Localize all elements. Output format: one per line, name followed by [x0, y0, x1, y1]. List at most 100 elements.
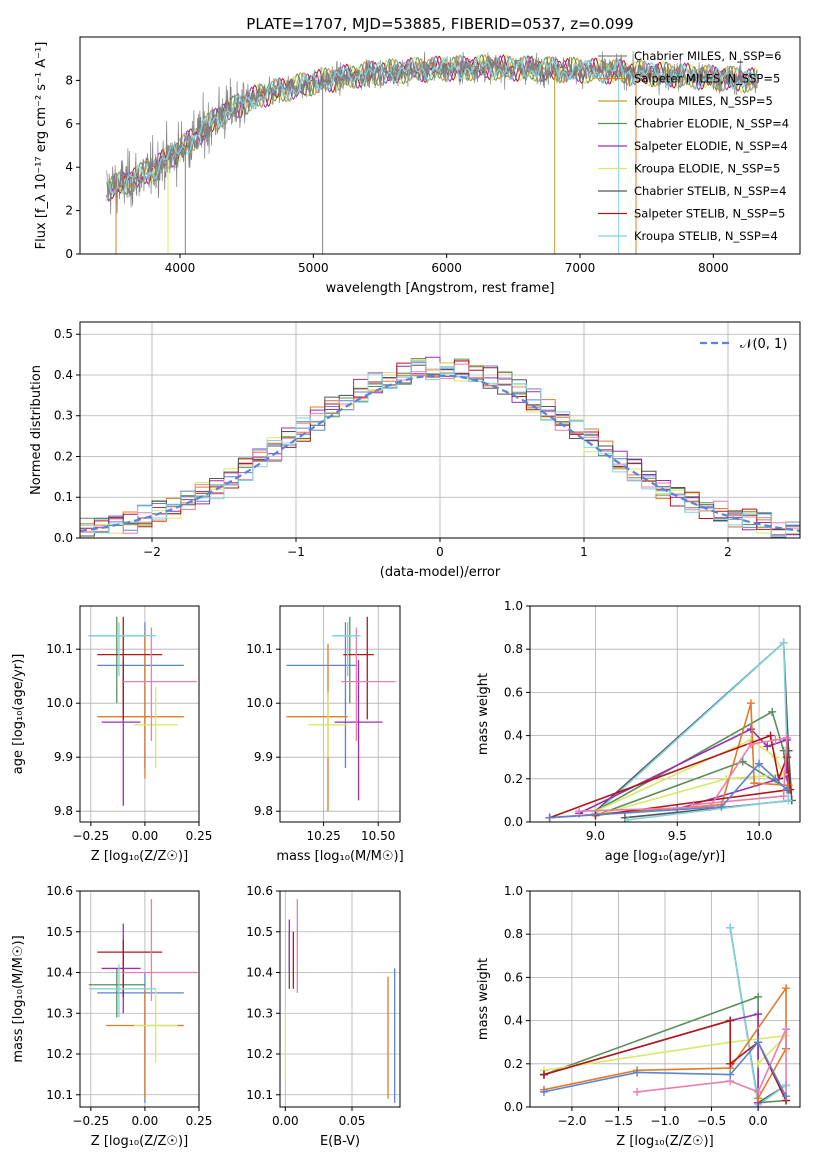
x-axis-label: E(B-V)	[320, 1134, 360, 1149]
figure-title: PLATE=1707, MJD=53885, FIBERID=0537, z=0…	[246, 15, 633, 33]
y-tick-label: 10.2	[246, 1047, 273, 1061]
error-bar-point	[97, 633, 184, 779]
y-tick-label: 0.8	[504, 927, 523, 941]
weight-marker	[726, 923, 735, 932]
y-tick-label: 10.0	[46, 696, 73, 710]
error-bar-point	[97, 972, 184, 1103]
weight-marker	[717, 802, 726, 811]
weight-marker	[782, 1092, 791, 1101]
weight-marker	[754, 1038, 763, 1047]
error-bar-point	[334, 660, 383, 801]
weight-series-line	[578, 728, 788, 815]
error-bar-point	[286, 622, 357, 768]
x-axis-label: age [log₁₀(age/yr)]	[605, 849, 726, 864]
chart-age_vs_mass: 10.25 10.50 9.8 9.9 10.0 10.1 mass [log₁₀(M/M☉…	[246, 605, 404, 864]
y-tick-label: 0.8	[504, 642, 523, 656]
y-tick-label: 10.3	[46, 1006, 73, 1020]
model-spectrum-line	[106, 56, 758, 195]
error-bar-point	[286, 643, 348, 812]
chart-age_vs_z: −0.25 0.00 0.25 9.8 9.9 10.0 10.1 Z [log₁₀(Z/Z☉…	[11, 605, 212, 864]
error-bar-point	[88, 622, 156, 677]
x-tick-label: 8000	[698, 261, 729, 275]
plot-area-weight_vs_z	[539, 923, 791, 1107]
y-axis-label: age [log₁₀(age/yr)]	[11, 654, 26, 775]
x-tick-label: 6000	[431, 261, 462, 275]
y-tick-label: 0.2	[504, 1057, 523, 1071]
legend-entry: 𝒩(0, 1)	[740, 337, 787, 352]
weight-marker	[539, 1070, 548, 1079]
legend-entry: Salpeter ELODIE, N_SSP=4	[634, 139, 788, 153]
error-bar-point	[134, 988, 178, 1063]
weight-marker	[754, 1059, 763, 1068]
x-axis-label: mass [log₁₀(M/M☉)]	[276, 849, 403, 864]
chart-residuals: −2 −1 0 1 2 0.0 0.1 0.2 0.3 0.4 0.5 (data-model)/er…	[29, 321, 801, 580]
weight-marker	[784, 796, 793, 805]
x-tick-label: 0.0	[749, 1114, 768, 1128]
y-tick-label: 1.0	[504, 599, 523, 613]
weight-marker	[784, 781, 793, 790]
y-tick-label: 10.5	[46, 925, 73, 939]
axes-frame	[79, 36, 801, 255]
y-tick-label: 0.6	[504, 685, 523, 699]
y-tick-label: 9.9	[254, 750, 273, 764]
residual-histogram	[80, 359, 800, 538]
y-tick-label: 9.8	[54, 804, 73, 818]
error-bar-point	[123, 627, 197, 741]
axes-frame	[79, 890, 200, 1108]
weight-series-line	[595, 710, 790, 817]
weight-marker	[782, 984, 791, 993]
legend-entry: Chabrier ELODIE, N_SSP=4	[634, 117, 789, 131]
y-tick-label: 10.1	[46, 642, 73, 656]
x-tick-label: 0.00	[272, 1114, 299, 1128]
y-axis-label: mass weight	[476, 673, 491, 755]
x-axis-label: Z [log₁₀(Z/Z☉)]	[616, 1134, 713, 1149]
weight-marker	[782, 785, 791, 794]
legend: Chabrier MILES, N_SSP=6 Salpeter MILES, N…	[598, 49, 789, 243]
y-tick-label: 0.6	[504, 970, 523, 984]
error-bar-point	[101, 923, 141, 1014]
y-tick-label: 10.1	[46, 1088, 73, 1102]
y-tick-label: 1.0	[504, 884, 523, 898]
error-bar-point	[134, 687, 178, 768]
x-tick-label: 0	[436, 545, 444, 559]
weight-marker	[766, 731, 775, 740]
error-bar-point	[343, 616, 374, 720]
legend-entry: Salpeter MILES, N_SSP=5	[634, 72, 780, 86]
chart-weight_vs_age: 9.0 9.5 10.0 0.0 0.2 0.4 0.6 0.8 1.0 age [log₁₀(a…	[476, 599, 801, 864]
weight-series-line	[549, 734, 792, 819]
error-bar-point	[97, 616, 163, 720]
y-tick-label: 0.4	[504, 1014, 523, 1028]
y-tick-label: 10.1	[246, 642, 273, 656]
x-tick-label: −0.5	[697, 1114, 726, 1128]
chart-mass_vs_z: −0.25 0.00 0.25 10.1 10.2 10.3 10.4 10.5 10.6 Z […	[11, 884, 212, 1149]
legend-entry: Chabrier STELIB, N_SSP=4	[634, 184, 786, 198]
error-bar-point	[105, 988, 184, 1099]
weight-marker	[545, 813, 554, 822]
x-tick-label: 1	[580, 545, 588, 559]
error-bar-point	[308, 692, 348, 758]
axes-frame	[529, 605, 801, 823]
x-tick-label: 0.00	[132, 1114, 159, 1128]
axes-frame	[279, 605, 401, 823]
legend-entry: Kroupa MILES, N_SSP=5	[634, 94, 773, 108]
x-axis-label: Z [log₁₀(Z/Z☉)]	[91, 849, 188, 864]
error-bar-point	[97, 622, 184, 768]
data-spectrum-line	[106, 50, 758, 215]
plot-area-weight_vs_age	[545, 638, 796, 822]
weight-marker	[750, 779, 759, 788]
x-tick-label: −1	[287, 545, 305, 559]
chart-spectrum: 4000 5000 6000 7000 8000 0 2 4 6 8 wavelength [Ang…	[34, 36, 801, 296]
weight-marker	[746, 699, 755, 708]
legend-entry: Chabrier MILES, N_SSP=6	[634, 49, 781, 63]
error-bar-point	[88, 616, 145, 704]
weight-marker	[763, 742, 772, 751]
y-tick-label: 10.5	[246, 925, 273, 939]
weight-marker	[746, 725, 755, 734]
y-tick-label: 9.8	[254, 804, 273, 818]
x-tick-label: 9.0	[586, 829, 605, 843]
x-tick-label: 7000	[565, 261, 596, 275]
y-tick-label: 2	[65, 204, 73, 218]
y-tick-label: 8	[65, 73, 73, 87]
y-axis-label: Normed distribution	[29, 365, 44, 495]
error-bar-point	[123, 899, 197, 1002]
